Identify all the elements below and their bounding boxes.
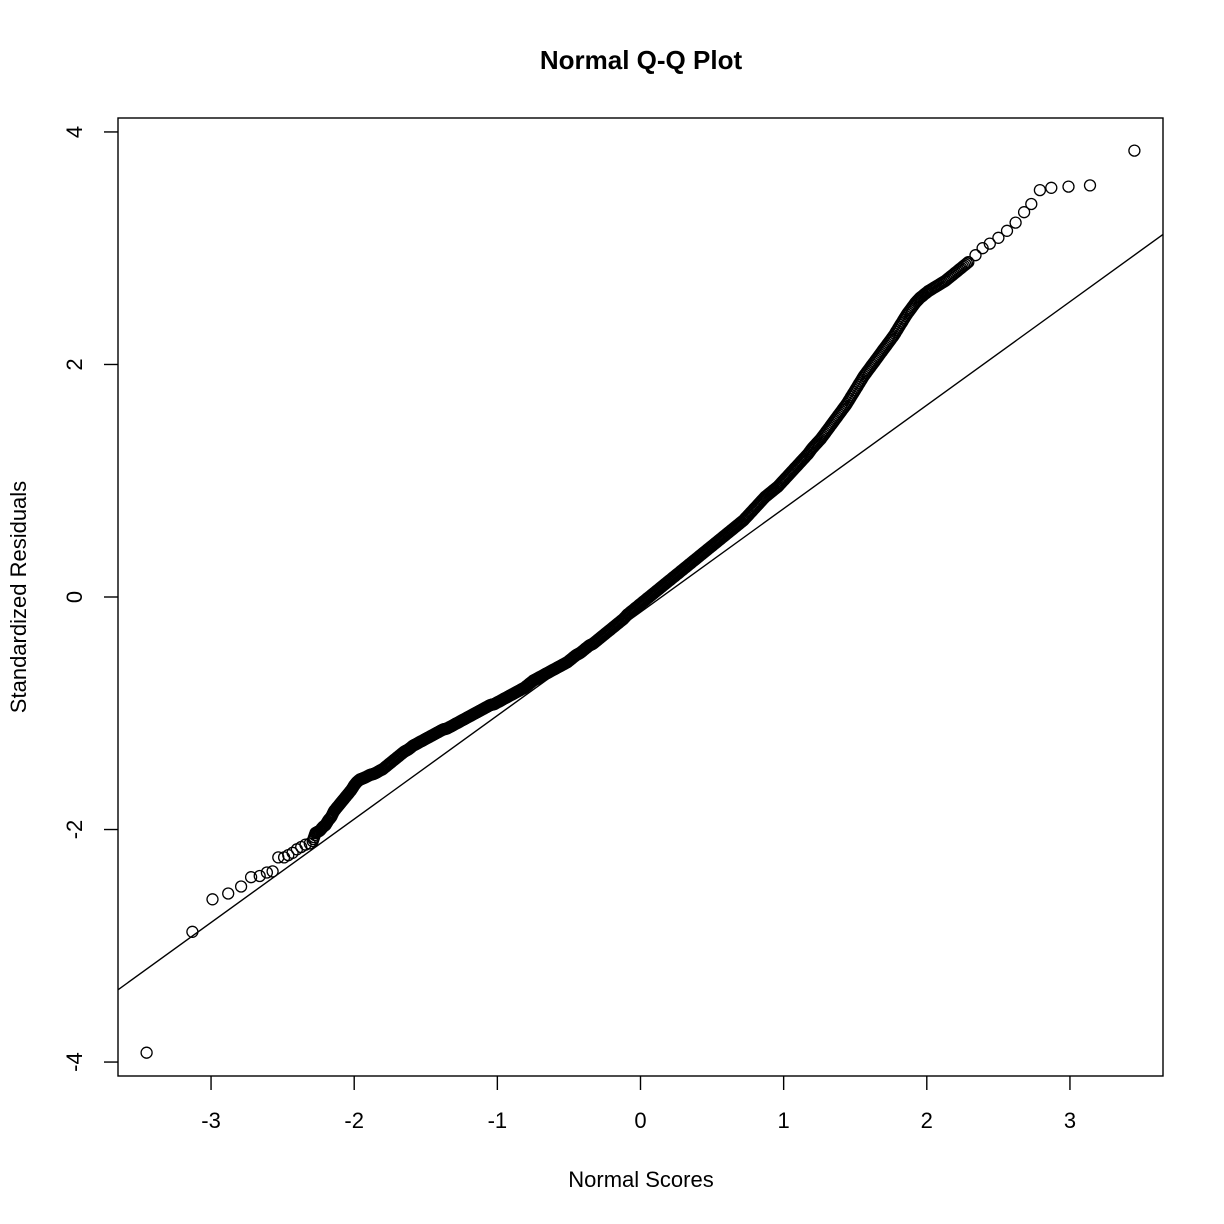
data-point	[222, 887, 235, 900]
data-point	[244, 871, 258, 884]
y-tick-label: 2	[62, 358, 87, 370]
reference-line	[117, 233, 1164, 991]
data-point	[286, 846, 299, 859]
data-point	[1128, 144, 1141, 157]
x-tick-label: -2	[344, 1108, 364, 1133]
data-point	[962, 256, 975, 269]
data-point	[1017, 206, 1031, 219]
points-group	[140, 144, 1141, 1059]
reference-line-group	[117, 233, 1164, 991]
data-point	[186, 925, 199, 938]
x-tick-label: 2	[921, 1108, 933, 1133]
data-point	[983, 237, 996, 250]
x-tick-label: -1	[488, 1108, 508, 1133]
y-axis: -4 -2 0 2 4	[62, 126, 118, 1072]
x-tick-label: -3	[201, 1108, 221, 1133]
data-point	[253, 869, 266, 883]
x-tick-label: 3	[1064, 1108, 1076, 1133]
x-axis: -3 -2 -1 0 1 2 3	[201, 1076, 1076, 1133]
x-tick-label: 0	[634, 1108, 646, 1133]
chart-title: Normal Q-Q Plot	[540, 45, 743, 75]
y-tick-label: 0	[62, 591, 87, 603]
data-point	[234, 880, 248, 893]
data-point	[266, 865, 279, 878]
data-point	[960, 257, 974, 270]
y-tick-label: -2	[62, 820, 87, 840]
data-point	[206, 893, 219, 906]
data-point	[140, 1046, 153, 1059]
y-tick-label: 4	[62, 126, 87, 138]
data-point	[1009, 216, 1022, 229]
data-point	[1025, 197, 1038, 211]
data-point	[969, 249, 982, 262]
x-axis-label: Normal Scores	[568, 1167, 713, 1192]
y-tick-label: -4	[62, 1052, 87, 1072]
y-axis-label: Standardized Residuals	[6, 481, 31, 713]
data-point	[1033, 183, 1047, 197]
data-point	[957, 259, 971, 272]
data-point	[1045, 181, 1058, 194]
data-point	[1083, 179, 1097, 192]
data-point	[959, 258, 972, 271]
data-point	[1062, 180, 1075, 193]
data-point	[260, 866, 274, 879]
data-point	[992, 231, 1005, 244]
data-point	[1000, 224, 1014, 237]
x-tick-label: 1	[778, 1108, 790, 1133]
